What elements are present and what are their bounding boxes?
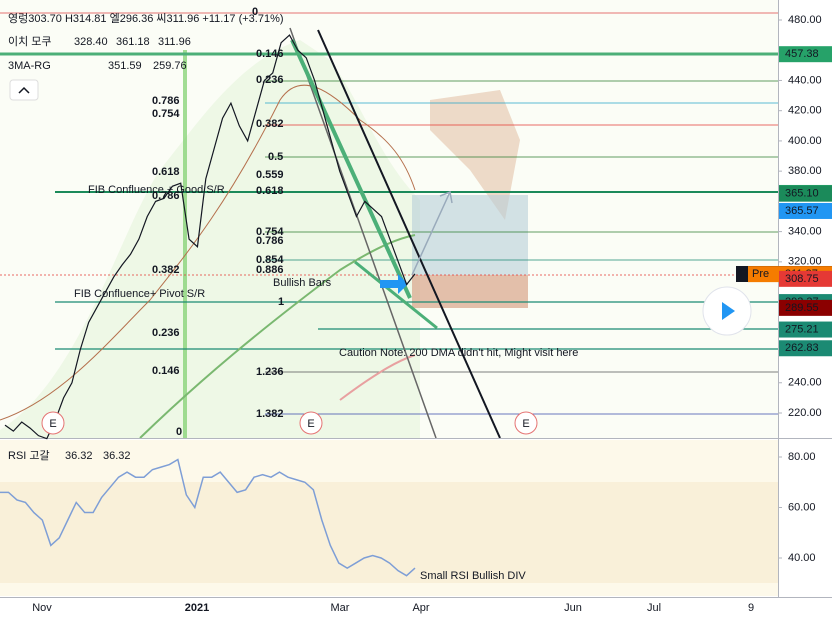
projection-arrow bbox=[411, 190, 453, 276]
indicator-name: 3MA-RG bbox=[8, 60, 51, 72]
fib-label: 0.618 bbox=[256, 185, 284, 197]
trend-line bbox=[290, 39, 412, 299]
price-tick-label: 400.00 bbox=[788, 135, 822, 147]
fib-label: 0.5 bbox=[268, 151, 283, 163]
price-tag bbox=[779, 340, 832, 357]
arrow bbox=[380, 274, 408, 294]
price-tick-label: 320.00 bbox=[788, 256, 822, 268]
price-tick-label: 420.00 bbox=[788, 105, 822, 117]
price-tag bbox=[779, 46, 832, 63]
annotation: Bullish Bars bbox=[273, 277, 332, 289]
fib-label: 0.236 bbox=[256, 74, 284, 86]
cloud-future bbox=[430, 90, 520, 220]
price-tag-label: 275.21 bbox=[785, 323, 819, 335]
rsi-tick-label: 80.00 bbox=[788, 451, 816, 463]
price-tag-label: 308.75 bbox=[785, 273, 819, 285]
fib-label: 0.786 bbox=[152, 190, 180, 202]
indicator-value: 328.40 bbox=[74, 36, 108, 48]
price-tag-label: 365.57 bbox=[785, 205, 819, 217]
fib-label: 0 bbox=[176, 426, 182, 438]
rsi-name: RSI 고갈 bbox=[8, 448, 50, 462]
price-tag-label: 289.55 bbox=[785, 302, 819, 314]
target-box bbox=[412, 195, 528, 275]
moving-average bbox=[0, 84, 416, 421]
ohlc: 영렁303.70 H314.81 엘296.36 씨311.96 +11.17 … bbox=[8, 12, 284, 25]
earnings-marker bbox=[299, 411, 323, 435]
symbol-tag-label: Pre bbox=[752, 268, 769, 280]
price-tag bbox=[779, 299, 832, 316]
price-line bbox=[4, 34, 416, 440]
moving-average-200 bbox=[139, 234, 416, 439]
rsi-band bbox=[0, 482, 778, 583]
fib-label: 0.382 bbox=[152, 264, 180, 276]
vertical-line bbox=[183, 50, 187, 438]
time-label: Nov bbox=[32, 602, 52, 614]
price-tag-label: 262.83 bbox=[785, 342, 819, 354]
trend-line bbox=[289, 27, 437, 439]
fib-label: 0.618 bbox=[152, 166, 180, 178]
fib-label: 1 bbox=[278, 296, 284, 308]
fib-label: 0.786 bbox=[256, 235, 284, 247]
annotation: FIB Confluence + Good S/R bbox=[88, 184, 225, 196]
play-icon bbox=[722, 302, 735, 320]
price-tick-label: 220.00 bbox=[788, 407, 822, 419]
annotation: FIB Confluence+ Pivot S/R bbox=[74, 288, 205, 300]
indicator-value: 361.18 bbox=[116, 36, 150, 48]
collapse-icon bbox=[18, 86, 30, 94]
price-tag bbox=[779, 270, 832, 287]
annotation: Caution Note: 200 DMA didn't hit, Might … bbox=[339, 347, 578, 359]
fib-label: 0.754 bbox=[256, 226, 284, 238]
annotation: Small RSI Bullish DIV bbox=[420, 570, 526, 582]
earnings-label: E bbox=[522, 418, 529, 430]
price-tag bbox=[779, 185, 832, 202]
fib-label: 1.236 bbox=[256, 366, 284, 378]
time-label: 9 bbox=[748, 602, 754, 614]
rsi-value: 36.32 bbox=[65, 450, 93, 462]
fib-label: 0.786 bbox=[152, 95, 180, 107]
time-label: 2021 bbox=[185, 602, 209, 614]
indicator-value: 259.76 bbox=[153, 60, 187, 72]
price-tick-label: 380.00 bbox=[788, 165, 822, 177]
price-tag bbox=[779, 321, 832, 338]
earnings-label: E bbox=[307, 418, 314, 430]
fib-label: 0.886 bbox=[256, 264, 284, 276]
time-label: Jul bbox=[647, 602, 661, 614]
time-label: Apr bbox=[412, 602, 429, 614]
moving-average bbox=[339, 354, 416, 401]
fib-label: 0.382 bbox=[256, 118, 284, 130]
rsi-tick-label: 40.00 bbox=[788, 552, 816, 564]
price-tick-label: 440.00 bbox=[788, 74, 822, 86]
fib-label: 0.754 bbox=[152, 108, 180, 120]
trend-line bbox=[317, 29, 501, 439]
rsi-tick-label: 60.00 bbox=[788, 501, 816, 513]
price-tag bbox=[779, 202, 832, 219]
fib-label: 0.854 bbox=[256, 254, 284, 266]
earnings-marker bbox=[41, 411, 65, 435]
price-tag-label: 365.10 bbox=[785, 188, 819, 200]
indicator-value: 311.96 bbox=[158, 36, 191, 48]
rsi-value: 36.32 bbox=[103, 450, 131, 462]
price-tick-label: 240.00 bbox=[788, 377, 822, 389]
earnings-marker bbox=[514, 411, 538, 435]
fib-label: 0.559 bbox=[256, 169, 284, 181]
rsi-line bbox=[0, 458, 416, 577]
fib-label: 0 bbox=[252, 6, 258, 18]
price-tick-label: 340.00 bbox=[788, 226, 822, 238]
trend-line bbox=[354, 260, 438, 330]
indicator-name: 이치 모쿠 bbox=[8, 35, 52, 48]
collapse-button[interactable] bbox=[9, 79, 39, 101]
price-tag-label: 457.38 bbox=[785, 48, 819, 60]
fib-label: 1.382 bbox=[256, 408, 284, 420]
earnings-label: E bbox=[49, 418, 56, 430]
cloud bbox=[0, 40, 420, 438]
fib-label: 0.146 bbox=[256, 48, 284, 60]
fib-label: 0.236 bbox=[152, 327, 180, 339]
indicator-value: 351.59 bbox=[108, 60, 142, 72]
symbol-tag bbox=[748, 266, 779, 283]
time-label: Jun bbox=[564, 602, 582, 614]
fib-label: 0.146 bbox=[152, 365, 180, 377]
price-tick-label: 480.00 bbox=[788, 14, 822, 26]
time-label: Mar bbox=[331, 602, 350, 614]
